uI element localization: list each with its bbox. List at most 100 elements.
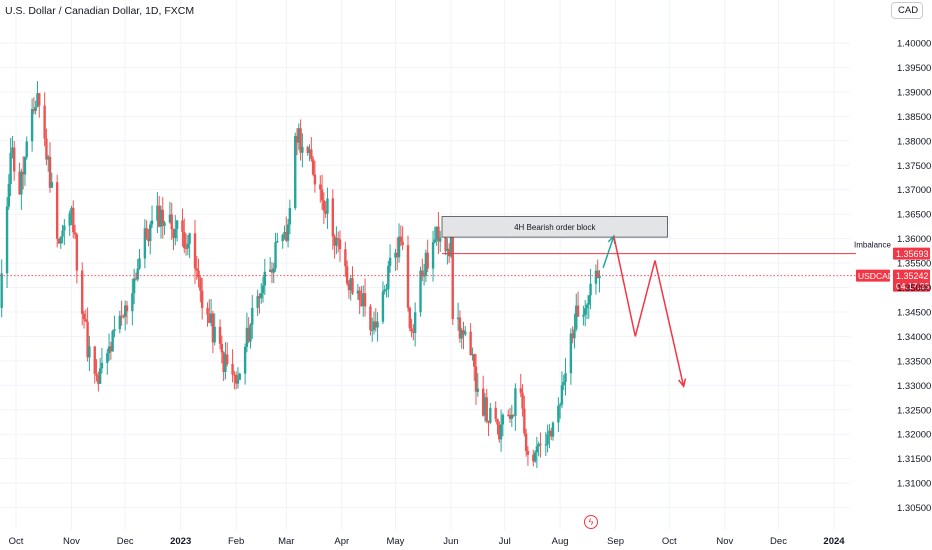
candle bbox=[233, 371, 236, 390]
candle bbox=[462, 321, 465, 350]
candle bbox=[311, 156, 315, 177]
x-tick-label: May bbox=[386, 536, 404, 547]
candle bbox=[145, 220, 148, 241]
candle bbox=[106, 348, 109, 375]
candle bbox=[174, 214, 177, 246]
candle bbox=[75, 232, 79, 284]
candle bbox=[336, 231, 340, 253]
candle bbox=[338, 230, 342, 262]
y-tick-label: 1.39500 bbox=[897, 63, 931, 74]
candle bbox=[163, 220, 166, 235]
candle bbox=[344, 241, 347, 277]
candle bbox=[111, 329, 114, 352]
candle bbox=[268, 257, 272, 273]
candle bbox=[498, 421, 501, 443]
candle bbox=[345, 260, 349, 286]
candle bbox=[21, 156, 25, 190]
candle bbox=[388, 244, 392, 273]
candle bbox=[11, 136, 14, 159]
candle bbox=[197, 258, 200, 288]
x-tick-label: Dec bbox=[770, 536, 787, 547]
candle bbox=[412, 324, 415, 341]
y-tick-label: 1.36500 bbox=[897, 210, 931, 221]
candle bbox=[496, 418, 499, 435]
candle bbox=[410, 318, 413, 338]
candle bbox=[170, 202, 173, 241]
candle bbox=[347, 280, 351, 299]
projection-arrow-down[interactable] bbox=[613, 236, 685, 387]
x-tick-label: Apr bbox=[334, 536, 349, 547]
candle bbox=[36, 81, 39, 108]
candle bbox=[546, 424, 549, 453]
candle bbox=[433, 226, 437, 244]
candle bbox=[306, 145, 309, 156]
symbol-tag: USDCAD bbox=[856, 269, 894, 282]
candle bbox=[537, 441, 540, 457]
candle bbox=[81, 262, 84, 326]
candle bbox=[397, 223, 401, 263]
candle bbox=[226, 342, 229, 367]
candle bbox=[446, 238, 449, 265]
candle bbox=[451, 230, 454, 325]
candle bbox=[245, 312, 249, 353]
lightning-bolt-icon[interactable]: ϟ bbox=[584, 515, 598, 529]
candle bbox=[84, 309, 88, 322]
price-axis[interactable]: 1.30500 1.31000 1.31500 1.32000 1.32500 1.330… bbox=[897, 39, 931, 515]
candle bbox=[100, 347, 104, 374]
x-tick-label: Aug bbox=[552, 536, 569, 547]
candle bbox=[55, 174, 59, 248]
candle bbox=[582, 305, 585, 326]
candle bbox=[310, 137, 313, 162]
y-tick-label: 1.33000 bbox=[897, 381, 931, 392]
projection-arrow-down-head bbox=[678, 378, 687, 388]
order-block-zone[interactable] bbox=[441, 216, 668, 238]
candle bbox=[288, 199, 292, 235]
candle bbox=[70, 205, 73, 226]
candle bbox=[93, 345, 96, 384]
candle bbox=[549, 427, 553, 441]
candle bbox=[122, 314, 125, 319]
candle bbox=[274, 232, 277, 272]
currency-button[interactable]: CAD bbox=[891, 2, 923, 19]
candle bbox=[473, 353, 476, 381]
candle bbox=[172, 228, 175, 250]
candle bbox=[322, 192, 326, 224]
candle bbox=[138, 248, 141, 270]
order-block-label: 4H Bearish order block bbox=[514, 223, 596, 232]
candle bbox=[186, 234, 190, 256]
candle bbox=[147, 229, 150, 247]
candle bbox=[30, 98, 34, 152]
candle bbox=[294, 132, 297, 211]
candle bbox=[238, 372, 241, 380]
candle bbox=[47, 154, 50, 172]
candle bbox=[276, 232, 279, 244]
candle bbox=[499, 409, 503, 452]
candle bbox=[469, 323, 472, 356]
candle bbox=[596, 259, 599, 279]
time-axis[interactable]: Oct Nov Dec 2023 Feb Mar Apr May Jun Jul Aug Sep Oct… bbox=[9, 536, 846, 547]
candle bbox=[95, 359, 98, 382]
candle bbox=[260, 283, 263, 304]
candle bbox=[88, 335, 91, 372]
y-tick-label: 1.34000 bbox=[897, 332, 931, 343]
candle bbox=[324, 201, 327, 219]
candle bbox=[333, 234, 336, 259]
projection-arrow-up[interactable] bbox=[602, 235, 615, 269]
svg-text:1.35242: 1.35242 bbox=[896, 271, 929, 281]
candle bbox=[308, 144, 311, 162]
candle bbox=[521, 384, 524, 417]
candle bbox=[456, 302, 460, 331]
candle bbox=[512, 414, 515, 418]
candle bbox=[0, 259, 3, 318]
y-tick-label: 1.34500 bbox=[897, 307, 931, 318]
candle bbox=[159, 205, 163, 239]
candle bbox=[231, 349, 234, 383]
candle bbox=[61, 224, 64, 244]
x-tick-label: Sep bbox=[607, 536, 624, 547]
candle bbox=[383, 285, 386, 295]
candle bbox=[193, 219, 197, 284]
candle bbox=[200, 277, 204, 320]
candle bbox=[374, 308, 377, 332]
